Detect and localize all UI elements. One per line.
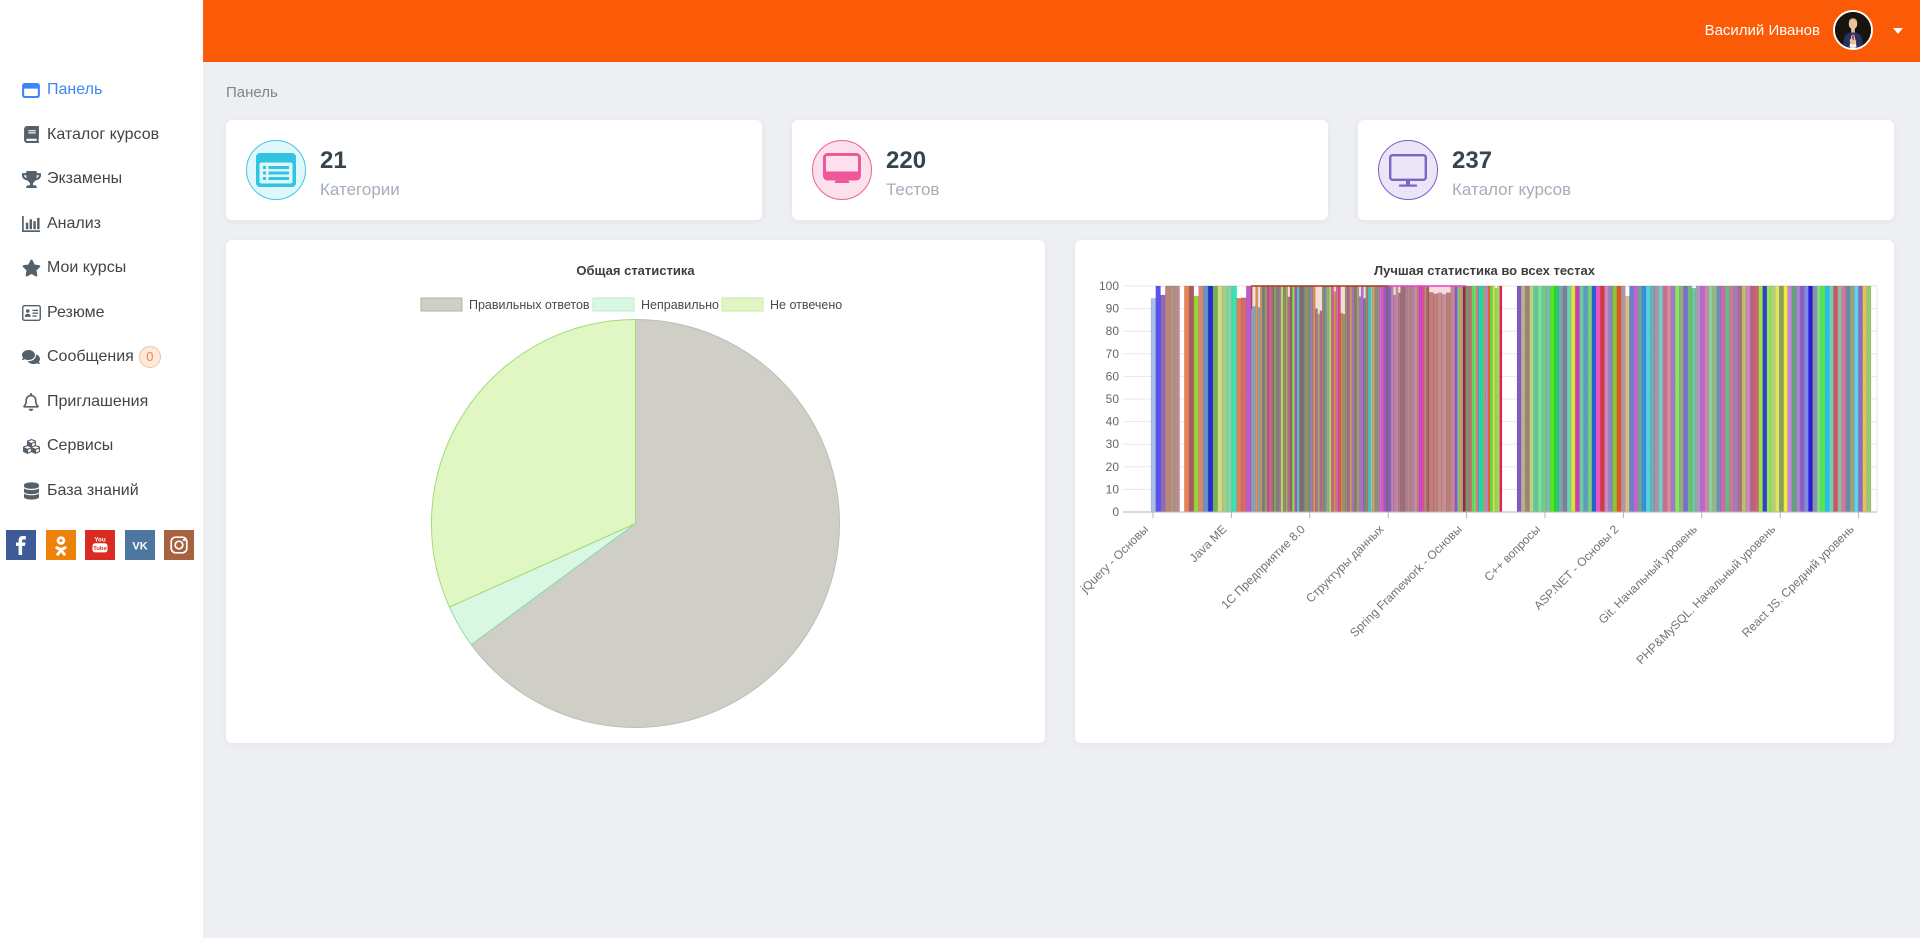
svg-text:Tube: Tube <box>93 546 107 552</box>
svg-text:Не отвечено: Не отвечено <box>770 298 842 312</box>
svg-text:PHP&MySQL. Начальный уровень: PHP&MySQL. Начальный уровень <box>1633 522 1778 667</box>
svg-text:Неправильно: Неправильно <box>641 298 719 312</box>
svg-text:40: 40 <box>1106 415 1120 429</box>
svg-text:1С Предприятие 8.0: 1С Предприятие 8.0 <box>1218 522 1308 612</box>
svg-text:80: 80 <box>1106 324 1120 338</box>
svg-text:jQuery - Основы: jQuery - Основы <box>1077 522 1151 596</box>
svg-text:0: 0 <box>1112 505 1119 519</box>
svg-text:30: 30 <box>1106 437 1120 451</box>
svg-text:60: 60 <box>1106 369 1120 383</box>
svg-text:You: You <box>95 537 106 544</box>
svg-text:Java ME: Java ME <box>1187 522 1230 565</box>
svg-text:10: 10 <box>1106 482 1120 496</box>
svg-text:ASP.NET - Основы 2: ASP.NET - Основы 2 <box>1531 522 1622 613</box>
svg-text:100: 100 <box>1099 279 1119 293</box>
svg-text:C++ вопросы: C++ вопросы <box>1481 522 1543 584</box>
svg-text:Правильных ответов: Правильных ответов <box>469 298 590 312</box>
svg-text:VK: VK <box>132 541 147 553</box>
svg-text:70: 70 <box>1106 347 1120 361</box>
svg-text:50: 50 <box>1106 392 1120 406</box>
svg-text:20: 20 <box>1106 460 1120 474</box>
svg-text:90: 90 <box>1106 302 1120 316</box>
svg-text:Структуры данных: Структуры данных <box>1303 522 1386 605</box>
